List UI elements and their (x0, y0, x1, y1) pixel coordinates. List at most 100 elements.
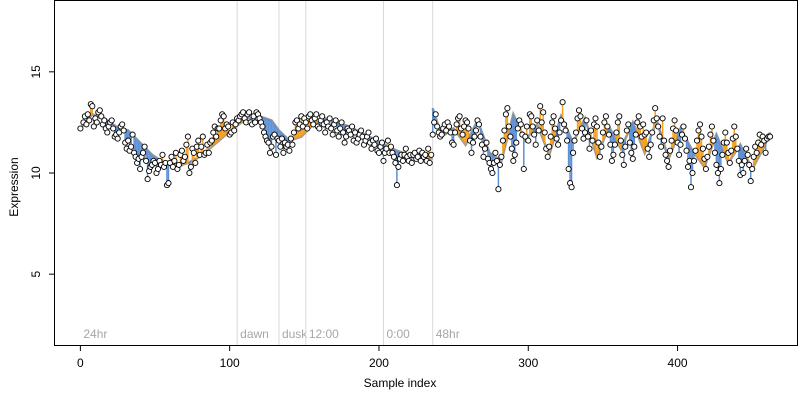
data-point (402, 145, 409, 152)
data-point (90, 123, 97, 130)
data-point (523, 123, 530, 130)
data-point (572, 129, 580, 136)
data-point (459, 131, 466, 138)
data-point (252, 119, 259, 126)
data-point (749, 165, 756, 173)
data-point (186, 169, 193, 177)
data-point (758, 141, 765, 148)
data-point (290, 129, 297, 136)
data-point (558, 117, 565, 124)
data-point (265, 139, 272, 146)
data-point (393, 182, 400, 189)
data-point (605, 131, 612, 138)
y-tick-label: 10 (29, 166, 43, 180)
data-point (434, 123, 441, 130)
data-point (468, 149, 475, 156)
region-label: 24hr (83, 327, 107, 341)
data-point (575, 107, 583, 114)
y-axis-title: Expression (7, 157, 21, 217)
data-point (472, 127, 480, 134)
data-point (384, 137, 391, 144)
x-tick-label: 300 (518, 356, 538, 370)
data-point (481, 145, 489, 152)
data-point (469, 139, 477, 146)
data-point (171, 157, 178, 164)
data-point (225, 123, 232, 130)
data-point (332, 117, 339, 124)
data-point (183, 141, 190, 148)
data-point (108, 117, 115, 124)
data-point (278, 135, 285, 142)
data-point (408, 159, 415, 166)
x-tick-label: 100 (220, 356, 240, 370)
data-point (747, 178, 754, 185)
data-point (514, 125, 521, 132)
data-point (705, 143, 712, 150)
data-point (617, 137, 624, 144)
data-point (625, 121, 632, 128)
data-point (101, 117, 108, 124)
data-point (213, 133, 220, 140)
data-point (555, 141, 562, 148)
data-point (501, 127, 508, 134)
data-point (184, 133, 191, 140)
data-point (552, 125, 559, 132)
data-point (635, 113, 642, 120)
data-point (699, 145, 706, 152)
data-point (140, 149, 147, 156)
data-point (319, 113, 326, 120)
x-tick-label: 0 (77, 356, 84, 370)
y-axis: 5 10 15 (29, 65, 55, 278)
data-point (556, 129, 563, 136)
data-point (664, 157, 671, 164)
data-point (507, 133, 514, 140)
data-point (387, 143, 394, 150)
data-point (271, 131, 278, 138)
data-point (744, 151, 751, 158)
data-point (277, 143, 284, 150)
data-point (537, 103, 544, 110)
data-point (628, 149, 635, 156)
data-point (502, 111, 509, 118)
data-point (513, 139, 520, 146)
data-point (752, 143, 759, 150)
data-point (84, 111, 91, 118)
data-point (746, 161, 753, 168)
data-point (390, 153, 397, 160)
data-point (535, 127, 542, 134)
data-point (378, 139, 386, 146)
data-point (614, 119, 621, 126)
data-point (464, 119, 471, 126)
data-point (141, 143, 148, 150)
data-point (372, 135, 380, 142)
data-point (710, 137, 717, 144)
data-point (750, 153, 757, 160)
data-point (446, 123, 453, 130)
data-point (137, 165, 144, 173)
plot-box (54, 0, 798, 346)
data-point (340, 129, 347, 136)
region-label: dusk (282, 327, 308, 341)
data-point (681, 135, 689, 142)
data-point (544, 153, 551, 160)
data-point (728, 147, 735, 154)
data-point (365, 129, 372, 136)
data-point (722, 129, 729, 136)
data-point (532, 141, 539, 148)
data-point (655, 123, 662, 130)
data-point (304, 125, 311, 132)
data-point (525, 137, 532, 144)
data-point (302, 119, 309, 126)
data-point (546, 143, 553, 150)
data-point (77, 125, 84, 132)
y-tick-label: 15 (29, 65, 43, 79)
data-point (584, 133, 592, 140)
data-point (707, 131, 714, 138)
data-point (208, 137, 215, 144)
data-point (217, 117, 224, 124)
region-markers: 24hr dawn dusk 12:00 0:00 48hr (83, 1, 460, 345)
data-point (559, 99, 566, 106)
data-point (565, 165, 572, 173)
data-point (120, 127, 127, 134)
